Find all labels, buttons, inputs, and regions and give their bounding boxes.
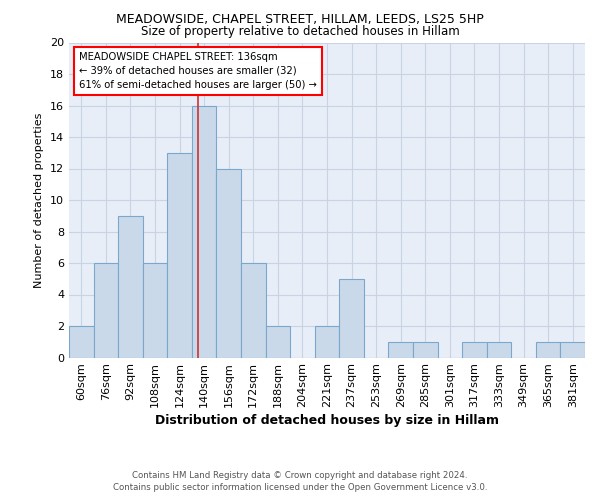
Bar: [94, 263, 118, 358]
Bar: [487, 342, 511, 357]
Bar: [241, 263, 266, 358]
Bar: [315, 326, 339, 358]
Bar: [339, 279, 364, 357]
Bar: [143, 263, 167, 358]
Text: Contains HM Land Registry data © Crown copyright and database right 2024.
Contai: Contains HM Land Registry data © Crown c…: [113, 471, 487, 492]
Bar: [413, 342, 437, 357]
Bar: [266, 326, 290, 358]
Bar: [536, 342, 560, 357]
Text: Size of property relative to detached houses in Hillam: Size of property relative to detached ho…: [140, 25, 460, 38]
X-axis label: Distribution of detached houses by size in Hillam: Distribution of detached houses by size …: [155, 414, 499, 428]
Bar: [560, 342, 585, 357]
Bar: [217, 168, 241, 358]
Bar: [118, 216, 143, 358]
Bar: [167, 153, 192, 358]
Y-axis label: Number of detached properties: Number of detached properties: [34, 112, 44, 288]
Bar: [462, 342, 487, 357]
Bar: [388, 342, 413, 357]
Text: MEADOWSIDE CHAPEL STREET: 136sqm
← 39% of detached houses are smaller (32)
61% o: MEADOWSIDE CHAPEL STREET: 136sqm ← 39% o…: [79, 52, 317, 90]
Text: MEADOWSIDE, CHAPEL STREET, HILLAM, LEEDS, LS25 5HP: MEADOWSIDE, CHAPEL STREET, HILLAM, LEEDS…: [116, 12, 484, 26]
Bar: [192, 106, 217, 358]
Bar: [69, 326, 94, 358]
